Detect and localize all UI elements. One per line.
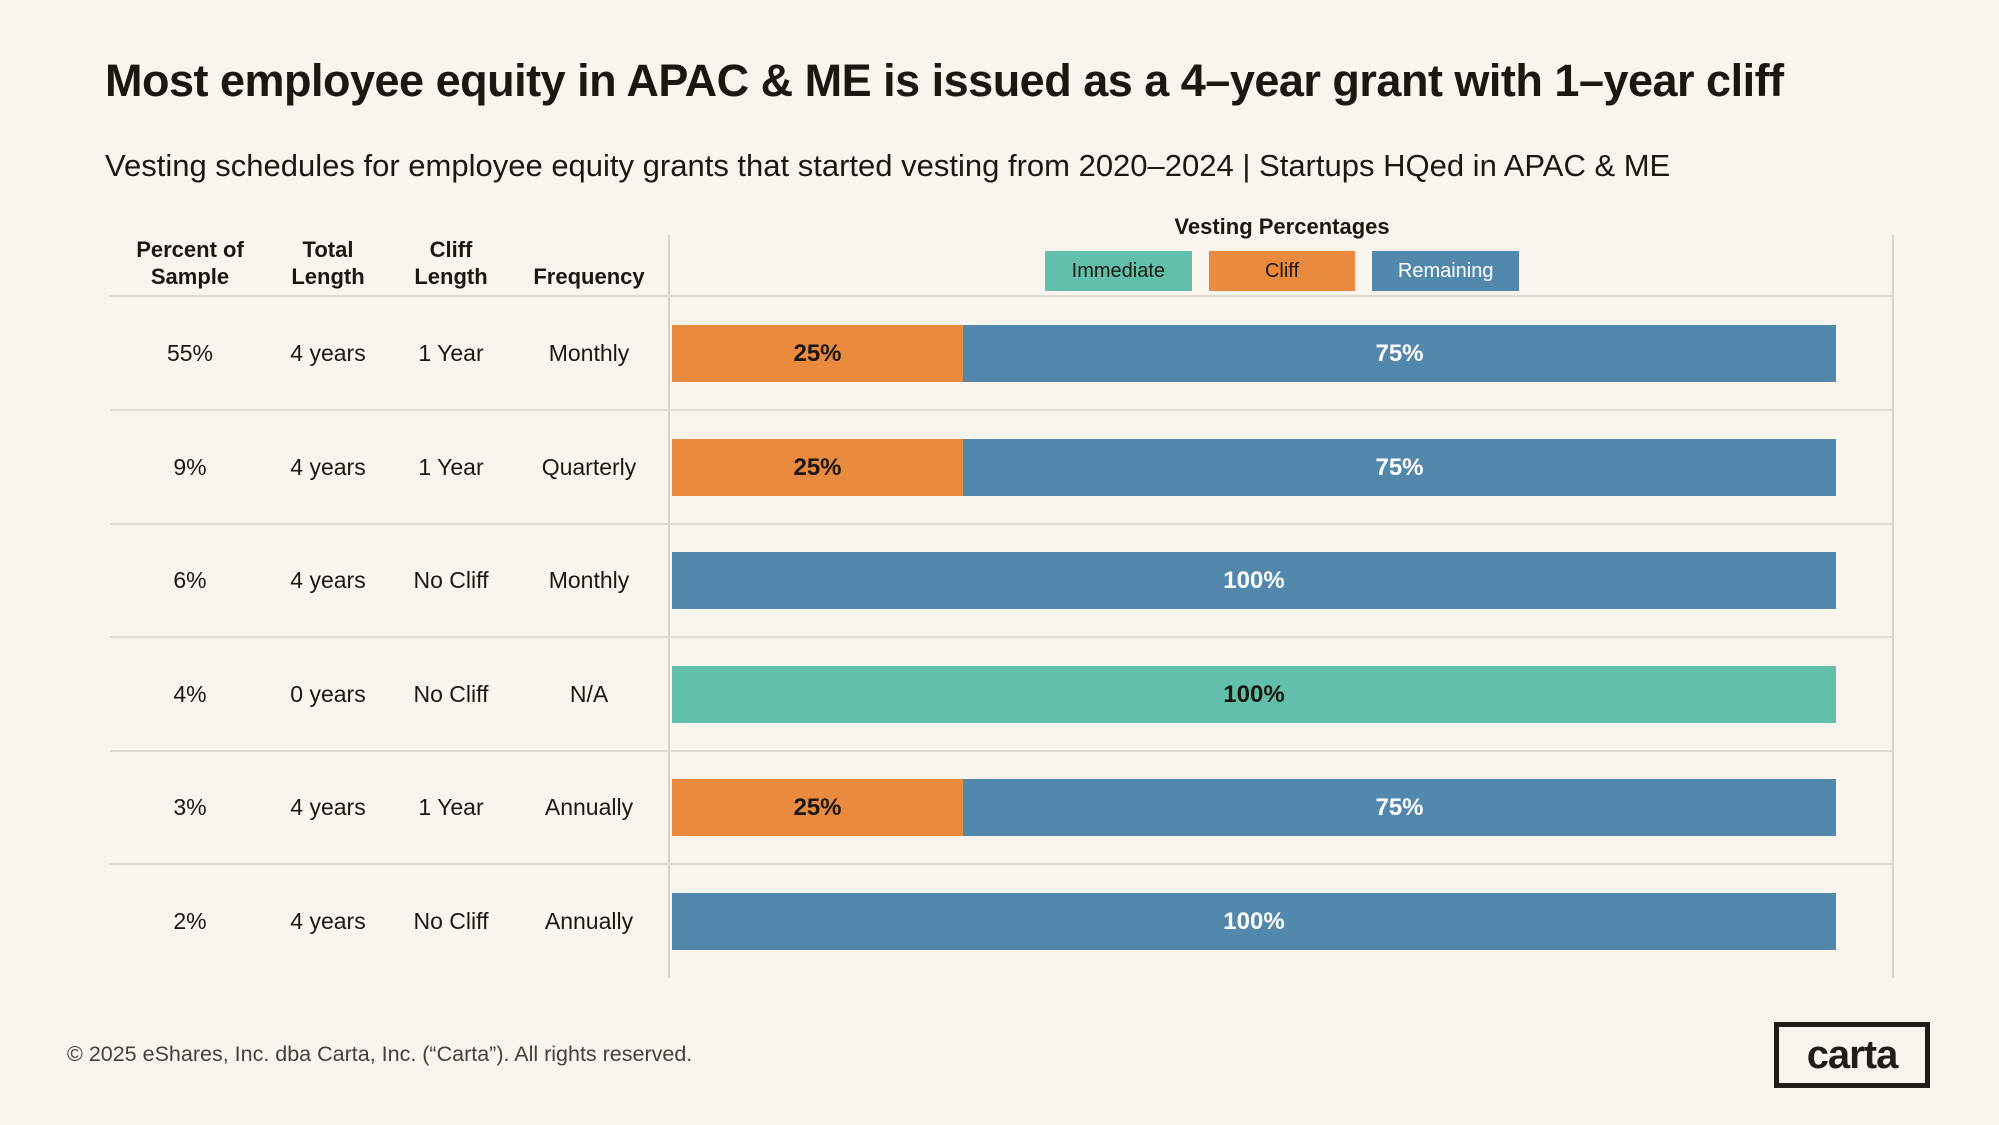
row-separator	[110, 750, 1893, 752]
row-cell-frequency: Monthly	[548, 340, 630, 366]
column-header: Percent of Sample	[110, 228, 270, 290]
row-separator	[110, 523, 1893, 525]
legend-item-label: Remaining	[1397, 259, 1494, 282]
legend-title: Vesting Percentages	[1174, 214, 1390, 239]
row-separator	[110, 636, 1893, 638]
column-header-line: Frequency	[533, 264, 645, 289]
stacked-bar: 100%	[672, 552, 1836, 609]
row-cell-frequency: N/A	[569, 681, 609, 707]
column-header-line: Length	[291, 264, 365, 289]
bar-segment-remaining: 75%	[963, 779, 1836, 836]
row-cell-cliff: No Cliff	[413, 908, 489, 934]
footer-copyright: © 2025 eShares, Inc. dba Carta, Inc. (“C…	[67, 1042, 693, 1066]
row-cell-cliff: No Cliff	[413, 567, 489, 593]
stacked-bar: 100%	[672, 666, 1836, 723]
row-cell-cliff: No Cliff	[413, 681, 489, 707]
row-cell-percent: 9%	[173, 454, 207, 480]
row-cell-total: 4 years	[290, 794, 366, 820]
legend-item-cliff: Cliff	[1208, 251, 1356, 291]
table-row: 6% 4 years No Cliff Monthly 100%	[0, 524, 1999, 637]
bar-segment-cliff: 25%	[672, 325, 963, 382]
chart-right-border	[1892, 235, 1894, 978]
legend-item-immediate: Immediate	[1045, 251, 1192, 291]
bar-segment-remaining: 75%	[963, 325, 1836, 382]
column-header-line: Percent of	[136, 237, 244, 262]
legend-items: Immediate Cliff Remaining	[1045, 251, 1520, 291]
row-cell-percent: 3%	[173, 794, 207, 820]
row-cell-total: 0 years	[290, 681, 366, 707]
row-cell-frequency: Annually	[544, 794, 634, 820]
bar-segment-remaining: 100%	[672, 893, 1836, 950]
row-cell-percent: 6%	[173, 567, 207, 593]
table-row: 9% 4 years 1 Year Quarterly 25% 75%	[0, 411, 1999, 524]
column-header-line: Cliff	[429, 237, 473, 262]
table-row: 2% 4 years No Cliff Annually 100%	[0, 865, 1999, 978]
row-separator	[110, 863, 1893, 865]
bar-segment-cliff: 25%	[672, 779, 963, 836]
row-separator	[110, 409, 1893, 411]
column-header-line: Total	[302, 237, 354, 262]
page-subtitle: Vesting schedules for employee equity gr…	[105, 148, 1671, 183]
stacked-bar: 25% 75%	[672, 439, 1836, 496]
row-cell-cliff: 1 Year	[418, 454, 484, 480]
carta-logo: carta	[1774, 1022, 1930, 1088]
table-row: 4% 0 years No Cliff N/A 100%	[0, 638, 1999, 751]
header-underline	[110, 295, 1893, 297]
column-header: Cliff Length	[373, 228, 529, 290]
row-cell-total: 4 years	[290, 908, 366, 934]
legend-item-remaining: Remaining	[1372, 251, 1520, 291]
stacked-bar: 25% 75%	[672, 779, 1836, 836]
column-header-line: Sample	[150, 264, 230, 289]
row-cell-total: 4 years	[290, 454, 366, 480]
row-cell-frequency: Monthly	[548, 567, 630, 593]
row-cell-percent: 55%	[166, 340, 214, 366]
legend-item-label: Immediate	[1071, 259, 1166, 282]
row-cell-frequency: Quarterly	[541, 454, 637, 480]
row-cell-percent: 2%	[173, 908, 207, 934]
page-title: Most employee equity in APAC & ME is iss…	[105, 55, 1784, 106]
carta-logo-wordmark: carta	[1806, 1032, 1899, 1077]
column-header-line: Length	[414, 264, 488, 289]
row-cell-cliff: 1 Year	[418, 340, 484, 366]
bar-segment-remaining: 100%	[672, 552, 1836, 609]
table-row: 55% 4 years 1 Year Monthly 25% 75%	[0, 297, 1999, 410]
table-chart-divider	[668, 235, 670, 978]
bar-segment-cliff: 25%	[672, 439, 963, 496]
legend-item-label: Cliff	[1264, 259, 1300, 282]
stacked-bar: 100%	[672, 893, 1836, 950]
bar-segment-remaining: 75%	[963, 439, 1836, 496]
row-cell-frequency: Annually	[544, 908, 634, 934]
stacked-bar: 25% 75%	[672, 325, 1836, 382]
row-cell-percent: 4%	[173, 681, 207, 707]
table-row: 3% 4 years 1 Year Annually 25% 75%	[0, 751, 1999, 864]
row-cell-total: 4 years	[290, 340, 366, 366]
column-header: Frequency	[500, 228, 678, 290]
row-cell-cliff: 1 Year	[418, 794, 484, 820]
bar-segment-immediate: 100%	[672, 666, 1836, 723]
column-header: Total Length	[250, 228, 406, 290]
row-cell-total: 4 years	[290, 567, 366, 593]
